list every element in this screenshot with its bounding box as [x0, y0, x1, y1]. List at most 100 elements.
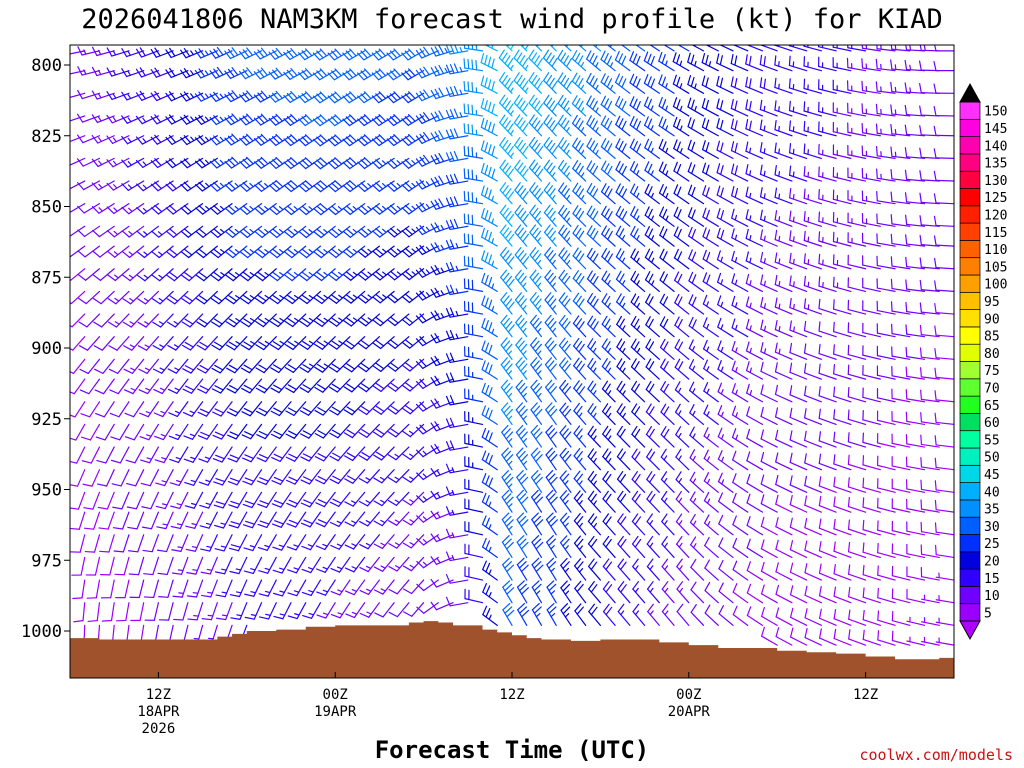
wind-barb: [312, 134, 336, 147]
wind-barb: [890, 256, 911, 270]
wind-barb: [529, 269, 543, 292]
wind-barb: [388, 579, 410, 595]
wind-barb: [358, 358, 380, 373]
wind-barb: [717, 360, 734, 380]
wind-barb: [430, 64, 454, 77]
wind-barb: [70, 336, 86, 351]
wind-barb: [832, 121, 852, 137]
wind-barb: [464, 388, 484, 403]
wind-barb: [661, 513, 675, 536]
wind-barb: [343, 336, 366, 350]
wind-barb: [107, 290, 130, 305]
wind-barb: [415, 378, 439, 389]
wind-barb: [891, 543, 911, 559]
wind-barb: [224, 203, 248, 215]
wind-barb: [70, 534, 71, 538]
wind-barb: [70, 511, 86, 530]
wind-barb: [644, 248, 660, 270]
wind-barb: [573, 357, 587, 380]
wind-barb: [328, 268, 351, 281]
wind-barb: [631, 448, 646, 471]
wind-barb: [746, 583, 764, 604]
wind-barb: [676, 603, 690, 626]
colorbar-label: 60: [984, 416, 1000, 431]
colorbar-label: 90: [984, 312, 1000, 327]
wind-barb: [107, 245, 130, 258]
wind-barb: [560, 557, 572, 581]
wind-barb: [746, 451, 764, 471]
wind-barb: [891, 498, 911, 513]
wind-barb: [298, 245, 322, 259]
wind-barb: [635, 45, 646, 52]
x-tick-label: 12Z: [853, 687, 878, 703]
wind-barb: [630, 293, 646, 315]
wind-barb: [196, 336, 218, 351]
colorbar-legend: 5101520253035404550556065707580859095100…: [959, 82, 1007, 641]
wind-barb: [106, 225, 130, 238]
wind-barb: [905, 324, 926, 338]
wind-barb: [833, 431, 852, 448]
wind-barb: [121, 91, 145, 101]
wind-barb: [862, 519, 881, 536]
wind-barb: [934, 435, 954, 448]
wind-barb: [862, 542, 881, 559]
wind-barb: [328, 290, 351, 304]
wind-barb: [705, 45, 719, 52]
wind-barb: [760, 494, 778, 513]
wind-barb: [298, 203, 322, 216]
y-tick-label: 850: [31, 198, 62, 218]
wind-barb: [557, 114, 572, 137]
wind-barb: [658, 139, 675, 159]
wind-barb: [804, 430, 823, 448]
colorbar-swatch: [959, 534, 981, 553]
wind-barb: [631, 425, 646, 448]
wind-barb: [934, 257, 954, 270]
wind-barb: [919, 279, 940, 292]
wind-barb: [934, 544, 954, 559]
wind-barb: [905, 234, 926, 247]
wind-barb: [499, 247, 515, 270]
wind-barb: [804, 585, 823, 604]
wind-barb: [463, 278, 484, 292]
wind-barb: [313, 290, 336, 305]
wind-barb: [788, 78, 808, 94]
wind-barb: [257, 511, 277, 529]
wind-barb: [514, 269, 528, 292]
wind-barb: [847, 454, 867, 471]
wind-barb: [330, 602, 351, 619]
wind-barb: [70, 225, 86, 237]
wind-barb: [70, 534, 86, 553]
wind-barb: [731, 295, 749, 315]
wind-barb: [201, 602, 218, 621]
wind-barb: [210, 245, 233, 259]
wind-barb: [106, 67, 130, 77]
wind-barb: [602, 581, 616, 604]
wind-barb: [658, 184, 675, 205]
wind-barb: [702, 272, 719, 292]
wind-barb: [415, 313, 439, 324]
wind-barb: [745, 209, 764, 227]
wind-barb: [343, 423, 366, 439]
wind-barb: [77, 203, 101, 214]
wind-barb: [344, 511, 366, 527]
wind-barb: [92, 290, 115, 305]
wind-barb: [906, 498, 926, 513]
wind-barb: [587, 470, 602, 493]
wind-barb: [499, 136, 514, 159]
wind-barb: [587, 380, 602, 403]
wind-barb: [357, 290, 380, 304]
wind-barb: [285, 446, 307, 462]
wind-barb: [818, 363, 837, 380]
wind-barb: [92, 268, 115, 281]
wind-barb: [94, 378, 115, 395]
x-tick-label: 19APR: [314, 704, 357, 720]
wind-barb: [730, 141, 749, 159]
wind-barb: [388, 556, 410, 572]
wind-barb: [70, 50, 71, 52]
wind-barb: [531, 602, 543, 626]
wind-barb: [703, 427, 719, 448]
wind-barb: [386, 268, 410, 281]
wind-barb: [373, 511, 395, 527]
wind-barb: [759, 99, 778, 117]
wind-barb: [544, 337, 557, 360]
